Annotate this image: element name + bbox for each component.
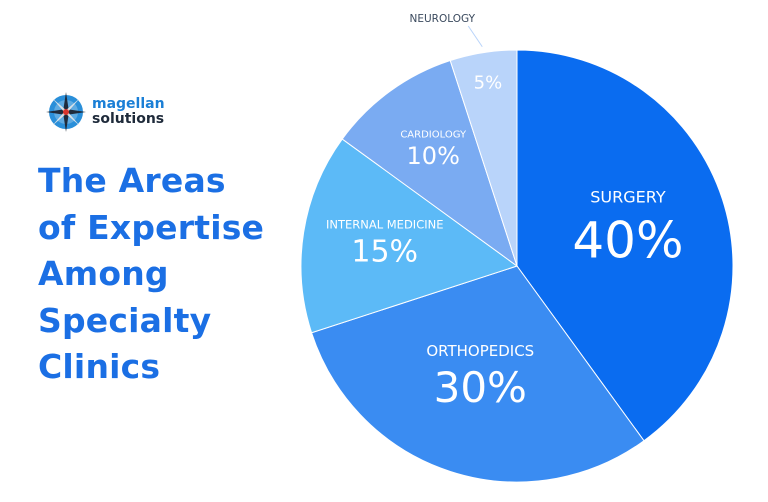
pie-slice-neurology (449, 49, 518, 267)
pie-slice-orthopedics (310, 265, 645, 483)
slice-value-label: 40% (572, 211, 683, 269)
slice-value-label: 30% (434, 363, 527, 412)
slice-value-label: 15% (351, 235, 418, 270)
slice-name-label: NEUROLOGY (410, 13, 476, 25)
title-line: Among (38, 254, 169, 293)
slice-name-label: CARDIOLOGY (400, 129, 467, 140)
title-line: The Areas (38, 161, 226, 200)
slice-value-label: 10% (407, 142, 460, 170)
brand-subname: solutions (92, 111, 165, 127)
callout-line (467, 25, 483, 48)
slice-name-label: INTERNAL MEDICINE (326, 218, 444, 232)
title-line: Specialty (38, 300, 212, 340)
slice-name-label: SURGERY (590, 187, 666, 206)
brand-logo: magellan solutions (44, 90, 165, 134)
title-line: Clinics (38, 347, 161, 386)
pie-slice-surgery (516, 49, 734, 442)
pie-slice-cardiology (341, 59, 518, 268)
slice-value-label: 5% (474, 73, 503, 94)
brand-name: magellan (92, 96, 165, 112)
compass-logo-icon (46, 92, 86, 132)
page-title: The Areas of Expertise Among Specialty C… (38, 158, 264, 391)
title-line: of Expertise (38, 207, 265, 247)
pie-slice-internal-medicine (300, 138, 519, 334)
slice-name-label: ORTHOPEDICS (426, 342, 534, 360)
